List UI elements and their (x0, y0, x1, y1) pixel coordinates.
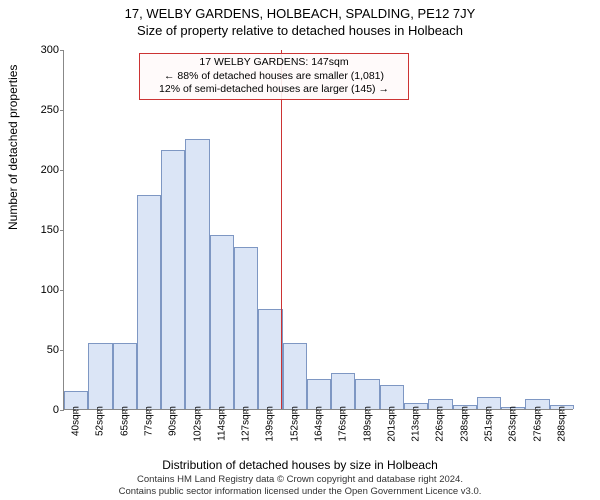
x-tick-mark (343, 409, 344, 413)
y-tick-mark (60, 170, 64, 171)
y-tick-label: 150 (24, 224, 59, 236)
x-tick-mark (173, 409, 174, 413)
y-tick-label: 100 (24, 284, 59, 296)
footnote-line1: Contains HM Land Registry data © Crown c… (0, 474, 600, 486)
histogram-bar (88, 343, 112, 409)
x-tick-mark (270, 409, 271, 413)
histogram-bar (331, 373, 355, 409)
y-tick-label: 50 (24, 344, 59, 356)
annotation-line: ← 88% of detached houses are smaller (1,… (146, 70, 402, 84)
histogram-bar (258, 309, 282, 409)
x-tick-mark (295, 409, 296, 413)
histogram-bar (113, 343, 137, 409)
histogram-bar (307, 379, 331, 409)
x-tick-mark (368, 409, 369, 413)
x-tick-mark (125, 409, 126, 413)
histogram-bar (234, 247, 258, 409)
x-axis-label: Distribution of detached houses by size … (0, 458, 600, 472)
x-tick-mark (222, 409, 223, 413)
x-tick-mark (319, 409, 320, 413)
x-tick-mark (440, 409, 441, 413)
histogram-bar (185, 139, 209, 409)
y-axis-label: Number of detached properties (6, 65, 20, 230)
y-tick-label: 250 (24, 104, 59, 116)
y-tick-label: 200 (24, 164, 59, 176)
y-tick-label: 300 (24, 44, 59, 56)
x-tick-mark (538, 409, 539, 413)
histogram-bar (210, 235, 234, 409)
x-tick-mark (100, 409, 101, 413)
histogram-bar (161, 150, 185, 409)
marker-line (281, 50, 282, 409)
x-tick-mark (149, 409, 150, 413)
x-tick-mark (76, 409, 77, 413)
y-tick-label: 0 (24, 404, 59, 416)
annotation-line: 17 WELBY GARDENS: 147sqm (146, 56, 402, 70)
x-tick-mark (392, 409, 393, 413)
histogram-bar (355, 379, 379, 409)
x-tick-mark (246, 409, 247, 413)
y-tick-mark (60, 50, 64, 51)
annotation-line: 12% of semi-detached houses are larger (… (146, 83, 402, 97)
x-tick-mark (562, 409, 563, 413)
x-tick-mark (416, 409, 417, 413)
histogram-chart: 05010015020025030040sqm52sqm65sqm77sqm90… (63, 50, 573, 410)
x-tick-mark (198, 409, 199, 413)
x-tick-mark (465, 409, 466, 413)
y-tick-mark (60, 410, 64, 411)
page-title-sub: Size of property relative to detached ho… (0, 21, 600, 38)
annotation-box: 17 WELBY GARDENS: 147sqm← 88% of detache… (139, 53, 409, 100)
footnote-line2: Contains public sector information licen… (0, 486, 600, 498)
y-tick-mark (60, 230, 64, 231)
y-tick-mark (60, 350, 64, 351)
x-tick-mark (513, 409, 514, 413)
page-title-address: 17, WELBY GARDENS, HOLBEACH, SPALDING, P… (0, 0, 600, 21)
y-tick-mark (60, 110, 64, 111)
histogram-bar (137, 195, 161, 409)
y-tick-mark (60, 290, 64, 291)
histogram-bar (283, 343, 307, 409)
x-tick-mark (489, 409, 490, 413)
footnote: Contains HM Land Registry data © Crown c… (0, 474, 600, 498)
